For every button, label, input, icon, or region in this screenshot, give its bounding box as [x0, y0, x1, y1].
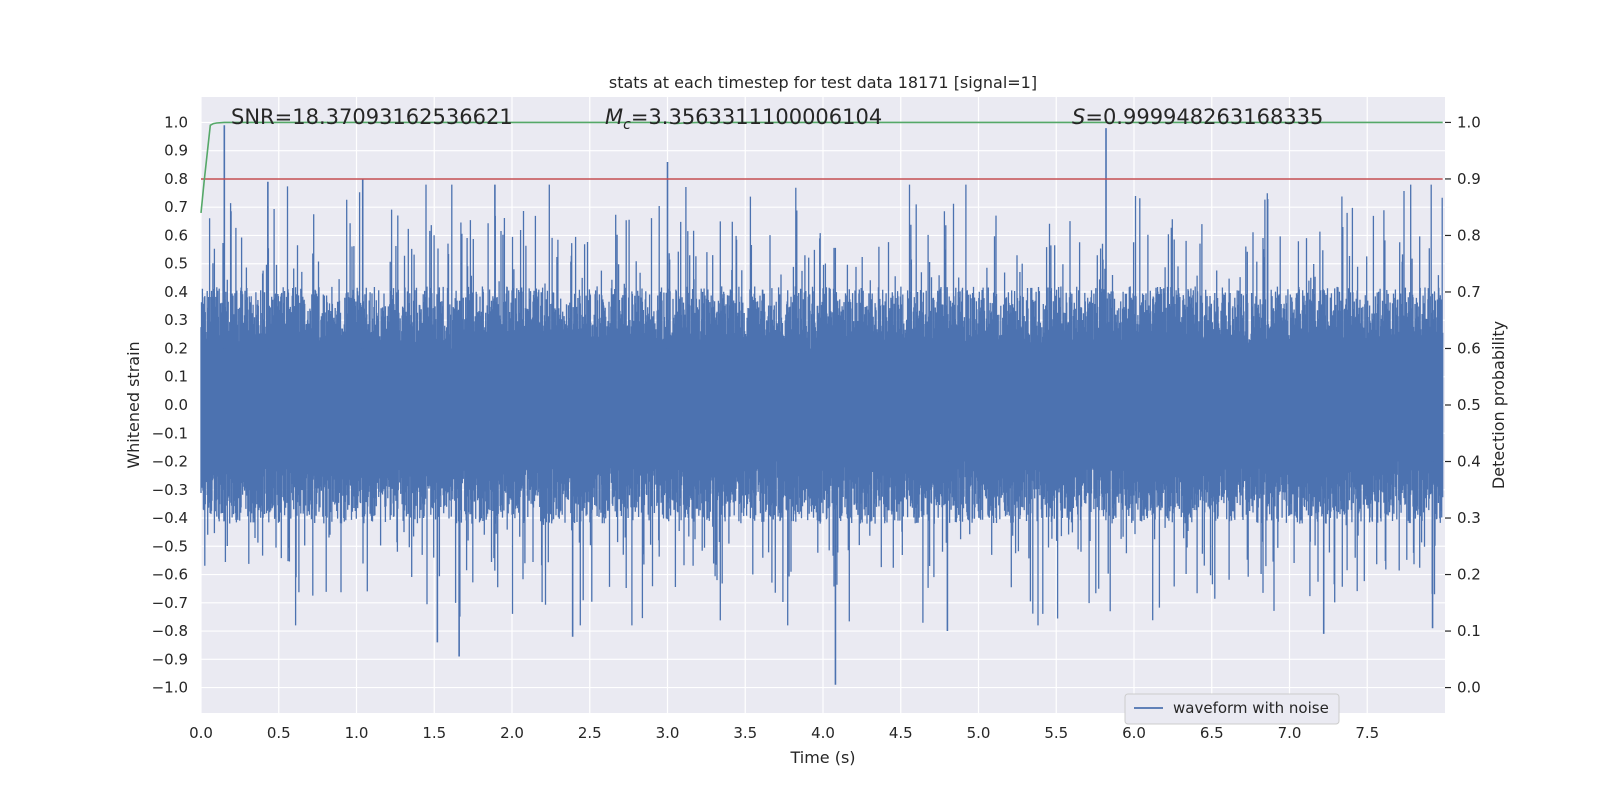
y-tick-label: 0.1	[164, 368, 188, 386]
x-tick-label: 5.0	[967, 724, 991, 742]
y-tick-label: −0.5	[152, 537, 188, 555]
y2-tick-label: 0.0	[1457, 679, 1481, 697]
probability-annotation: S=0.999948263168335	[1072, 105, 1323, 129]
y-tick-label: 1.0	[164, 113, 188, 131]
y-tick-label: −0.3	[152, 481, 188, 499]
y-tick-label: 0.5	[164, 255, 188, 273]
y-tick-label: 0.3	[164, 311, 188, 329]
y-axis-label: Whitened strain	[124, 341, 143, 468]
x-tick-label: 7.5	[1355, 724, 1379, 742]
y-tick-label: −0.6	[152, 566, 188, 584]
chart-title: stats at each timestep for test data 181…	[609, 73, 1037, 92]
legend-label: waveform with noise	[1173, 699, 1329, 717]
x-tick-label: 4.0	[811, 724, 835, 742]
y2-tick-label: 0.4	[1457, 453, 1481, 471]
y-tick-label: 0.4	[164, 283, 188, 301]
x-tick-label: 3.0	[656, 724, 680, 742]
waveform-core	[201, 348, 1443, 462]
y-tick-label: 0.8	[164, 170, 188, 188]
y2-tick-label: 0.3	[1457, 509, 1481, 527]
y-tick-label: 0.9	[164, 142, 188, 160]
y-tick-label: −0.4	[152, 509, 188, 527]
y2-tick-label: 1.0	[1457, 113, 1481, 131]
x-tick-label: 5.5	[1044, 724, 1068, 742]
y-tick-label: −0.9	[152, 650, 188, 668]
y2-tick-label: 0.7	[1457, 283, 1481, 301]
x-axis-ticks: 0.0 0.5 1.0 1.5 2.0 2.5 3.0 3.5 4.0 4.5 5.0 5.5 6.0 6…	[189, 724, 1379, 742]
legend-box	[1124, 693, 1340, 725]
y2-tick-label: 0.1	[1457, 622, 1481, 640]
y-tick-label: −0.7	[152, 594, 188, 612]
x-tick-label: 6.5	[1200, 724, 1224, 742]
detection-probability-line	[200, 121, 1443, 213]
x-axis-label: Time (s)	[789, 748, 855, 767]
x-tick-label: 1.0	[345, 724, 369, 742]
x-tick-label: 4.5	[889, 724, 913, 742]
y2-tick-label: 0.8	[1457, 226, 1481, 244]
y-tick-label: −1.0	[152, 679, 188, 697]
legend: waveform with noise	[1124, 693, 1340, 725]
y2-tick-label: 0.5	[1457, 396, 1481, 414]
y-tick-label: 0.2	[164, 339, 188, 357]
x-tick-label: 3.5	[733, 724, 757, 742]
x-tick-label: 2.0	[500, 724, 524, 742]
x-tick-label: 2.5	[578, 724, 602, 742]
waveform-series	[200, 125, 1444, 685]
y2-tick-label: 0.9	[1457, 170, 1481, 188]
y2-tick-label: 0.2	[1457, 566, 1481, 584]
y-tick-label: 0.7	[164, 198, 188, 216]
x-tick-label: 6.0	[1122, 724, 1146, 742]
y-axis-ticks: 1.0 0.9 0.8 0.7 0.6 0.5 0.4 0.3 0.2 0.1 0.0 −0.1 −0.…	[152, 113, 188, 696]
y2-tick-label: 0.6	[1457, 339, 1481, 357]
chirp-mass-annotation: Mc=3.3563311100006104	[605, 105, 882, 133]
snr-annotation: SNR=18.37093162536621	[231, 105, 513, 129]
y2-axis-label: Detection probability	[1489, 321, 1508, 489]
x-tick-label: 0.0	[189, 724, 213, 742]
y-tick-label: −0.2	[152, 453, 188, 471]
x-tick-label: 7.0	[1278, 724, 1302, 742]
y-tick-label: −0.1	[152, 424, 188, 442]
x-tick-label: 1.5	[422, 724, 446, 742]
y2-axis-ticks: 1.0 0.9 0.8 0.7 0.6 0.5 0.4 0.3 0.2 0.1 0.0	[1445, 113, 1481, 697]
y-tick-label: −0.8	[152, 622, 188, 640]
y-tick-label: 0.6	[164, 226, 188, 244]
x-tick-label: 0.5	[267, 724, 291, 742]
y-tick-label: 0.0	[164, 396, 188, 414]
